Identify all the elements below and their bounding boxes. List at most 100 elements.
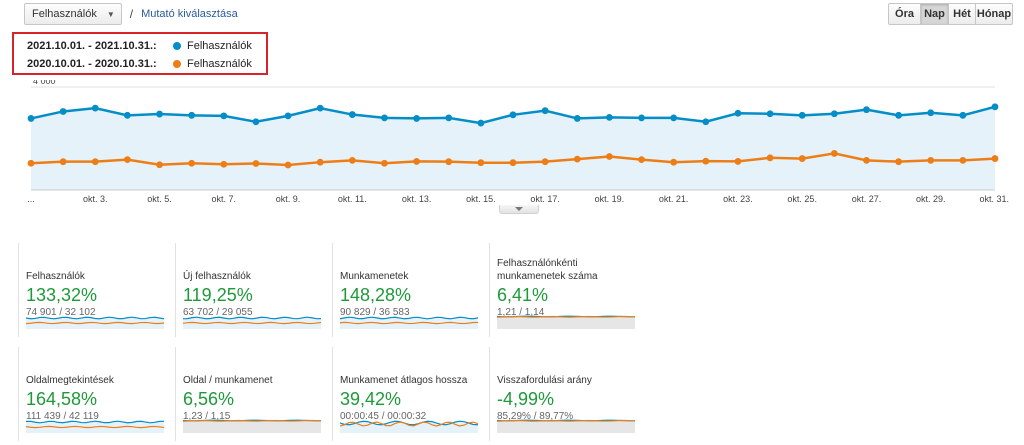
x-tick-label: okt. 25.: [787, 194, 817, 204]
scorecard[interactable]: Oldal / munkamenet 6,56% 1,23 / 1,15: [175, 347, 331, 441]
data-point-previous[interactable]: [220, 160, 228, 168]
granularity-hour-button[interactable]: Óra: [888, 3, 921, 25]
separator: /: [129, 7, 134, 21]
x-tick-label: okt. 5.: [147, 194, 172, 204]
data-point-previous[interactable]: [381, 159, 388, 167]
data-point-current[interactable]: [702, 118, 710, 126]
data-point-current[interactable]: [477, 119, 485, 127]
data-point-current[interactable]: [830, 110, 838, 118]
data-point-current[interactable]: [991, 103, 999, 111]
scorecard-values: 1,23 / 1,15: [183, 411, 231, 422]
data-point-current[interactable]: [124, 111, 131, 119]
data-point-previous[interactable]: [798, 155, 806, 162]
data-point-previous[interactable]: [509, 159, 517, 167]
scorecard-metric-name: Felhasználók: [26, 271, 85, 282]
granularity-toggle: Óra Nap Hét Hónap: [888, 3, 1013, 25]
data-point-previous[interactable]: [734, 158, 742, 165]
select-metric-link[interactable]: Mutató kiválasztása: [141, 8, 238, 20]
data-point-previous[interactable]: [27, 159, 35, 167]
data-point-current[interactable]: [863, 106, 870, 114]
data-point-current[interactable]: [59, 108, 67, 115]
data-point-previous[interactable]: [284, 161, 292, 169]
granularity-month-button[interactable]: Hónap: [976, 3, 1013, 25]
data-point-current[interactable]: [188, 111, 196, 119]
data-point-current[interactable]: [413, 115, 420, 122]
scorecard[interactable]: Visszafordulási arány -4,99% 85,29% / 89,7…: [489, 347, 645, 441]
legend-previous: 2020.10.01. - 2020.10.31.: Felhasználók: [27, 55, 266, 73]
scorecard-values: 74 901 / 32 102: [26, 307, 96, 318]
scorecard[interactable]: Új felhasználók 119,25% 63 702 / 29 055: [175, 243, 331, 337]
data-point-previous[interactable]: [124, 156, 131, 164]
data-point-previous[interactable]: [895, 158, 902, 166]
data-point-current[interactable]: [798, 111, 806, 119]
scorecard-values: 111 439 / 42 119: [26, 411, 99, 422]
data-point-previous[interactable]: [991, 155, 999, 162]
legend-previous-dot-icon: [173, 60, 181, 68]
data-point-current[interactable]: [670, 114, 678, 122]
data-point-previous[interactable]: [541, 158, 549, 166]
data-point-current[interactable]: [927, 109, 935, 117]
x-tick-label: okt. 9.: [276, 194, 301, 204]
sparkline-previous: [497, 419, 635, 422]
data-point-previous[interactable]: [959, 156, 967, 164]
data-point-previous[interactable]: [702, 157, 710, 165]
sparkline-area: [183, 420, 321, 433]
x-tick-label: okt. 23.: [723, 194, 753, 204]
chart-resize-handle[interactable]: [499, 205, 539, 214]
data-point-previous[interactable]: [252, 160, 260, 167]
data-point-previous[interactable]: [91, 158, 99, 166]
data-point-previous[interactable]: [863, 156, 870, 164]
data-point-previous[interactable]: [348, 156, 356, 164]
data-point-current[interactable]: [252, 118, 260, 126]
scorecard[interactable]: Munkamenetek 148,28% 90 829 / 36 583: [332, 243, 488, 337]
data-point-previous[interactable]: [188, 159, 196, 167]
data-point-current[interactable]: [156, 110, 163, 118]
data-point-current[interactable]: [348, 111, 356, 118]
scorecard[interactable]: Felhasználók 133,32% 74 901 / 32 102: [18, 243, 174, 337]
sparkline-previous: [183, 419, 321, 422]
data-point-current[interactable]: [220, 112, 228, 120]
data-point-current[interactable]: [284, 112, 292, 120]
data-point-previous[interactable]: [573, 155, 581, 163]
data-point-previous[interactable]: [445, 158, 453, 166]
data-point-current[interactable]: [573, 115, 581, 122]
scorecard-change-percent: 164,58%: [26, 389, 98, 409]
metric-select[interactable]: Felhasználók ▼: [24, 3, 122, 25]
data-point-current[interactable]: [766, 110, 774, 118]
metric-scorecards: Felhasználók 133,32% 74 901 / 32 102 Új fel…: [18, 243, 648, 441]
data-point-previous[interactable]: [606, 153, 613, 160]
granularity-day-button[interactable]: Nap: [921, 3, 949, 25]
data-point-current[interactable]: [638, 114, 645, 122]
data-point-current[interactable]: [734, 109, 742, 117]
data-point-current[interactable]: [895, 111, 902, 119]
scorecard[interactable]: Oldalmegtekintések 164,58% 111 439 / 42 11…: [18, 347, 174, 441]
legend-previous-range: 2020.10.01. - 2020.10.31.:: [27, 58, 157, 70]
data-point-previous[interactable]: [830, 150, 838, 157]
data-point-current[interactable]: [91, 104, 99, 112]
chart-toolbar: Felhasználók ▼ / Mutató kiválasztása: [24, 3, 238, 25]
granularity-week-button[interactable]: Hét: [949, 3, 976, 25]
data-point-previous[interactable]: [413, 158, 420, 165]
legend-current: 2021.10.01. - 2021.10.31.: Felhasználók: [27, 37, 266, 55]
data-point-current[interactable]: [381, 114, 388, 122]
scorecard[interactable]: Felhasználónkénti munkamenetek száma 6,41…: [489, 243, 645, 337]
data-point-current[interactable]: [606, 113, 613, 121]
data-point-previous[interactable]: [638, 156, 645, 164]
data-point-previous[interactable]: [59, 158, 67, 166]
data-point-current[interactable]: [27, 115, 35, 122]
data-point-previous[interactable]: [670, 158, 678, 166]
data-point-previous[interactable]: [477, 159, 485, 167]
data-point-current[interactable]: [316, 104, 324, 112]
data-point-previous[interactable]: [316, 158, 324, 166]
data-point-current[interactable]: [509, 111, 517, 119]
x-tick-label: okt. 31.: [979, 194, 1009, 204]
scorecard[interactable]: Munkamenet átlagos hossza 39,42% 00:00:45 …: [332, 347, 488, 441]
data-point-current[interactable]: [541, 107, 549, 115]
sparkline-previous: [497, 315, 635, 318]
data-point-previous[interactable]: [927, 156, 935, 164]
data-point-previous[interactable]: [156, 161, 163, 169]
data-point-current[interactable]: [445, 114, 453, 122]
legend-current-dot-icon: [173, 42, 181, 50]
data-point-previous[interactable]: [766, 154, 774, 162]
data-point-current[interactable]: [959, 111, 967, 119]
